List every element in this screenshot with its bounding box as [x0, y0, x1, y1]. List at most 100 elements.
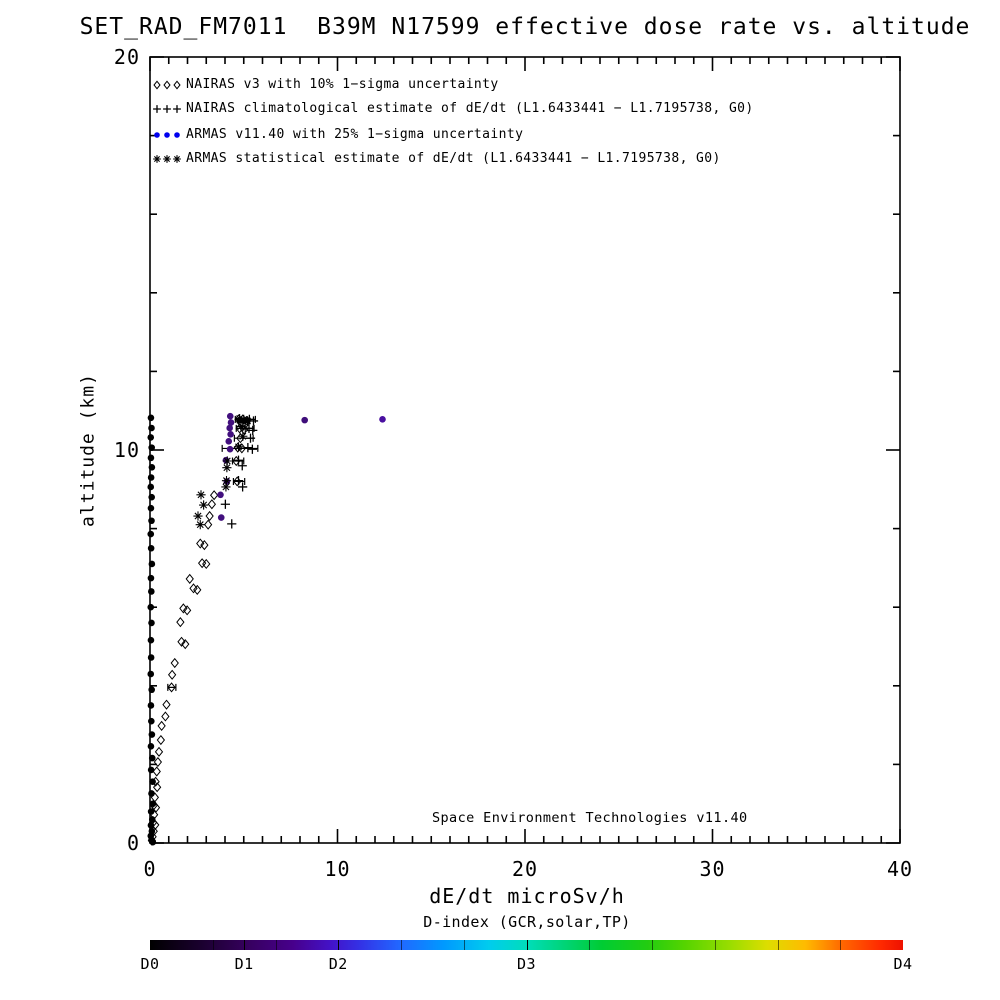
series-point-diamond [176, 617, 185, 628]
y-axis-tick-label: 10 [114, 438, 140, 462]
series-point-dot [147, 434, 155, 441]
series-point-plus [247, 444, 257, 454]
series-point-diamond [200, 540, 209, 551]
series-point-dot [147, 636, 155, 644]
legend-marker-diamond-icon [153, 80, 161, 90]
colorbar-tick-label-d1: D1 [234, 955, 254, 973]
series-point-dot [147, 414, 155, 422]
series-point-dot [227, 419, 235, 426]
series-point-plus [248, 425, 258, 435]
series-point-dot [149, 838, 157, 846]
series-point-diamond [181, 639, 190, 650]
series-point-dot [147, 702, 155, 709]
legend-marker-dot-icon [164, 132, 170, 138]
series-point-diamond [167, 682, 176, 693]
series-point-plus [233, 476, 244, 486]
legend-marker-plus-icon [163, 105, 171, 113]
series-point-dot [147, 454, 155, 462]
series-point-dot [379, 416, 386, 423]
series-point-diamond [162, 699, 171, 710]
legend-marker-plus-icon [173, 105, 181, 113]
plot-frame [149, 56, 901, 844]
chart-title: SET_RAD_FM7011 B39M N17599 effective dos… [79, 14, 971, 40]
colorbar-major-tick [338, 940, 340, 950]
series-point-dot [148, 424, 155, 432]
legend-marker-asterisk-icon [173, 155, 181, 163]
series-point-dot [148, 588, 155, 595]
series-point-diamond [202, 558, 211, 570]
colorbar-minor-tick [275, 940, 277, 950]
colorbar-tick-label-d4: D4 [893, 955, 913, 973]
series-point-diamond [167, 669, 177, 680]
colorbar-minor-tick [401, 940, 402, 950]
series-point-dot [148, 517, 155, 525]
series-point-asterisk [199, 500, 209, 510]
series-point-asterisk [233, 442, 244, 452]
x-axis-tick-label: 30 [699, 857, 725, 881]
series-point-asterisk [236, 421, 246, 432]
colorbar-major-tick [244, 940, 246, 950]
series-point-diamond [170, 657, 179, 669]
x-axis-tick-label: 40 [887, 857, 913, 881]
colorbar-axis-label: D-index (GCR,solar,TP) [423, 913, 631, 931]
legend-label-nairas-climatological: NAIRAS climatological estimate of dE/dt … [186, 101, 754, 116]
legend-label-armas-measured: ARMAS v11.40 with 25% 1−sigma uncertaint… [186, 127, 524, 142]
series-point-dot [147, 574, 155, 582]
x-axis-tick-label: 0 [143, 857, 156, 881]
watermark-text: Space Environment Technologies v11.40 [432, 810, 748, 826]
colorbar-tick-label-d2: D2 [328, 955, 348, 973]
colorbar-minor-tick [777, 940, 779, 950]
series-point-dot [147, 670, 155, 678]
colorbar-minor-tick [212, 940, 214, 950]
series-point-asterisk [238, 431, 248, 441]
series-point-asterisk [221, 476, 232, 486]
series-point-plus [238, 482, 248, 492]
series-point-dot [149, 800, 157, 807]
colorbar-minor-tick [589, 940, 591, 950]
series-point-diamond [209, 490, 219, 501]
series-point-dot [147, 743, 155, 750]
legend-label-armas-statistical: ARMAS statistical estimate of dE/dt (L1.… [186, 151, 721, 166]
series-point-asterisk [222, 456, 232, 466]
colorbar-major-tick [526, 940, 528, 950]
legend-marker-diamond-icon [163, 80, 171, 90]
series-point-diamond [203, 519, 213, 530]
series-point-dot [148, 444, 155, 451]
x-axis-tick-label: 10 [324, 857, 350, 881]
colorbar-minor-tick [463, 940, 465, 950]
colorbar-minor-tick [840, 940, 842, 950]
series-point-dot [217, 491, 224, 499]
series-point-dot [148, 619, 155, 627]
series-point-dot [147, 603, 155, 611]
series-point-diamond [152, 782, 162, 793]
y-axis-tick-label: 20 [114, 45, 140, 69]
series-point-asterisk [239, 414, 249, 424]
colorbar-tick-labels: D0 D1 D2 D3 D4 [140, 955, 912, 973]
series-point-diamond [196, 538, 205, 549]
series-point-plus [233, 455, 244, 465]
series-point-dot [301, 416, 308, 424]
series-point-asterisk [221, 482, 231, 492]
series-point-asterisk [222, 463, 232, 473]
series-point-dot [148, 493, 155, 501]
series-point-asterisk [196, 490, 206, 500]
series-point-diamond [154, 746, 164, 757]
series-point-dot [148, 790, 155, 797]
x-axis-label: dE/dt microSv/h [429, 884, 625, 908]
legend-label-nairas-model: NAIRAS v3 with 10% 1−sigma uncertainty [186, 77, 499, 92]
series-point-diamond [157, 720, 166, 731]
series-point-diamond [156, 734, 166, 746]
series-point-diamond [182, 605, 192, 616]
series-point-asterisk [193, 511, 203, 521]
series-point-diamond [152, 766, 161, 777]
x-axis-tick-label: 20 [512, 857, 538, 881]
legend-marker-asterisk-icon [153, 155, 161, 163]
series-point-asterisk [235, 413, 245, 424]
legend-marker-diamond-icon [173, 80, 181, 90]
series-point-dot [147, 530, 155, 538]
series-point-plus [237, 461, 247, 471]
legend-marker-plus-icon [153, 105, 161, 113]
series-point-plus [220, 499, 230, 509]
series-point-dot [148, 717, 155, 725]
